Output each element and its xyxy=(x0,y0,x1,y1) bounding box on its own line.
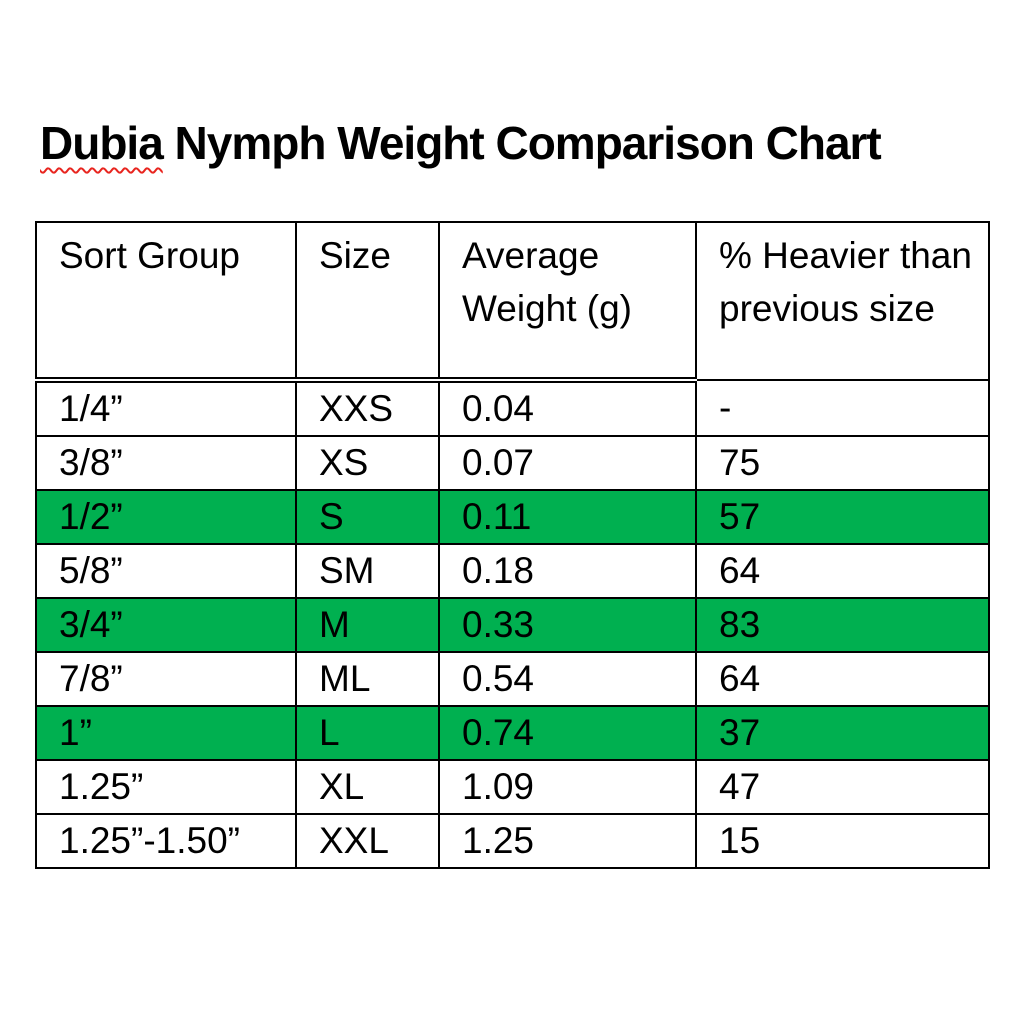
cell-sort-group: 1/2” xyxy=(35,488,297,545)
title-rest: Nymph Weight Comparison Chart xyxy=(162,117,882,169)
cell-size: XXS xyxy=(295,378,440,437)
cell-sort-group: 1.25” xyxy=(35,758,297,815)
cell-size: ML xyxy=(295,650,440,707)
cell-size: M xyxy=(295,596,440,653)
cell-sort-group: 3/4” xyxy=(35,596,297,653)
cell-pct-heavier: 47 xyxy=(695,758,990,815)
cell-avg-weight: 0.54 xyxy=(438,650,697,707)
cell-avg-weight: 1.25 xyxy=(438,812,697,869)
cell-sort-group: 1.25”-1.50” xyxy=(35,812,297,869)
column-header-size: Size xyxy=(295,220,440,383)
table-row: 3/4” M 0.33 83 xyxy=(35,596,990,653)
document-page: Dubia Nymph Weight Comparison Chart Sort… xyxy=(35,118,1024,869)
table-row: 7/8” ML 0.54 64 xyxy=(35,650,990,707)
table-row: 1” L 0.74 37 xyxy=(35,704,990,761)
cell-pct-heavier: 64 xyxy=(695,650,990,707)
cell-size: XS xyxy=(295,434,440,491)
cell-pct-heavier: 57 xyxy=(695,488,990,545)
table-body: 1/4” XXS 0.04 - 3/8” XS 0.07 75 1/2” S 0… xyxy=(35,378,990,869)
table-row: 1.25” XL 1.09 47 xyxy=(35,758,990,815)
cell-size: S xyxy=(295,488,440,545)
cell-sort-group: 1” xyxy=(35,704,297,761)
cell-avg-weight: 0.18 xyxy=(438,542,697,599)
cell-pct-heavier: 37 xyxy=(695,704,990,761)
cell-sort-group: 7/8” xyxy=(35,650,297,707)
cell-avg-weight: 0.11 xyxy=(438,488,697,545)
weight-comparison-table: Sort Group Size Average Weight (g) % Hea… xyxy=(35,220,990,869)
cell-size: XL xyxy=(295,758,440,815)
cell-sort-group: 5/8” xyxy=(35,542,297,599)
column-header-sort-group: Sort Group xyxy=(35,220,297,383)
cell-pct-heavier: 64 xyxy=(695,542,990,599)
cell-avg-weight: 0.33 xyxy=(438,596,697,653)
cell-pct-heavier: - xyxy=(695,378,990,437)
cell-avg-weight: 1.09 xyxy=(438,758,697,815)
cell-pct-heavier: 75 xyxy=(695,434,990,491)
cell-size: XXL xyxy=(295,812,440,869)
cell-avg-weight: 0.04 xyxy=(438,378,697,437)
cell-pct-heavier: 83 xyxy=(695,596,990,653)
cell-sort-group: 1/4” xyxy=(35,378,297,437)
table-header: Sort Group Size Average Weight (g) % Hea… xyxy=(35,220,990,383)
header-row: Sort Group Size Average Weight (g) % Hea… xyxy=(35,220,990,383)
table-row: 1.25”-1.50” XXL 1.25 15 xyxy=(35,812,990,869)
table-row: 5/8” SM 0.18 64 xyxy=(35,542,990,599)
page-title: Dubia Nymph Weight Comparison Chart xyxy=(40,118,1024,169)
table-row: 3/8” XS 0.07 75 xyxy=(35,434,990,491)
cell-avg-weight: 0.74 xyxy=(438,704,697,761)
column-header-pct-heavier: % Heavier than previous size xyxy=(695,220,990,381)
column-header-avg-weight: Average Weight (g) xyxy=(438,220,697,383)
cell-size: SM xyxy=(295,542,440,599)
cell-avg-weight: 0.07 xyxy=(438,434,697,491)
table-row: 1/4” XXS 0.04 - xyxy=(35,378,990,437)
cell-sort-group: 3/8” xyxy=(35,434,297,491)
cell-size: L xyxy=(295,704,440,761)
cell-pct-heavier: 15 xyxy=(695,812,990,869)
table-row: 1/2” S 0.11 57 xyxy=(35,488,990,545)
title-misspelled-word: Dubia xyxy=(40,117,164,169)
